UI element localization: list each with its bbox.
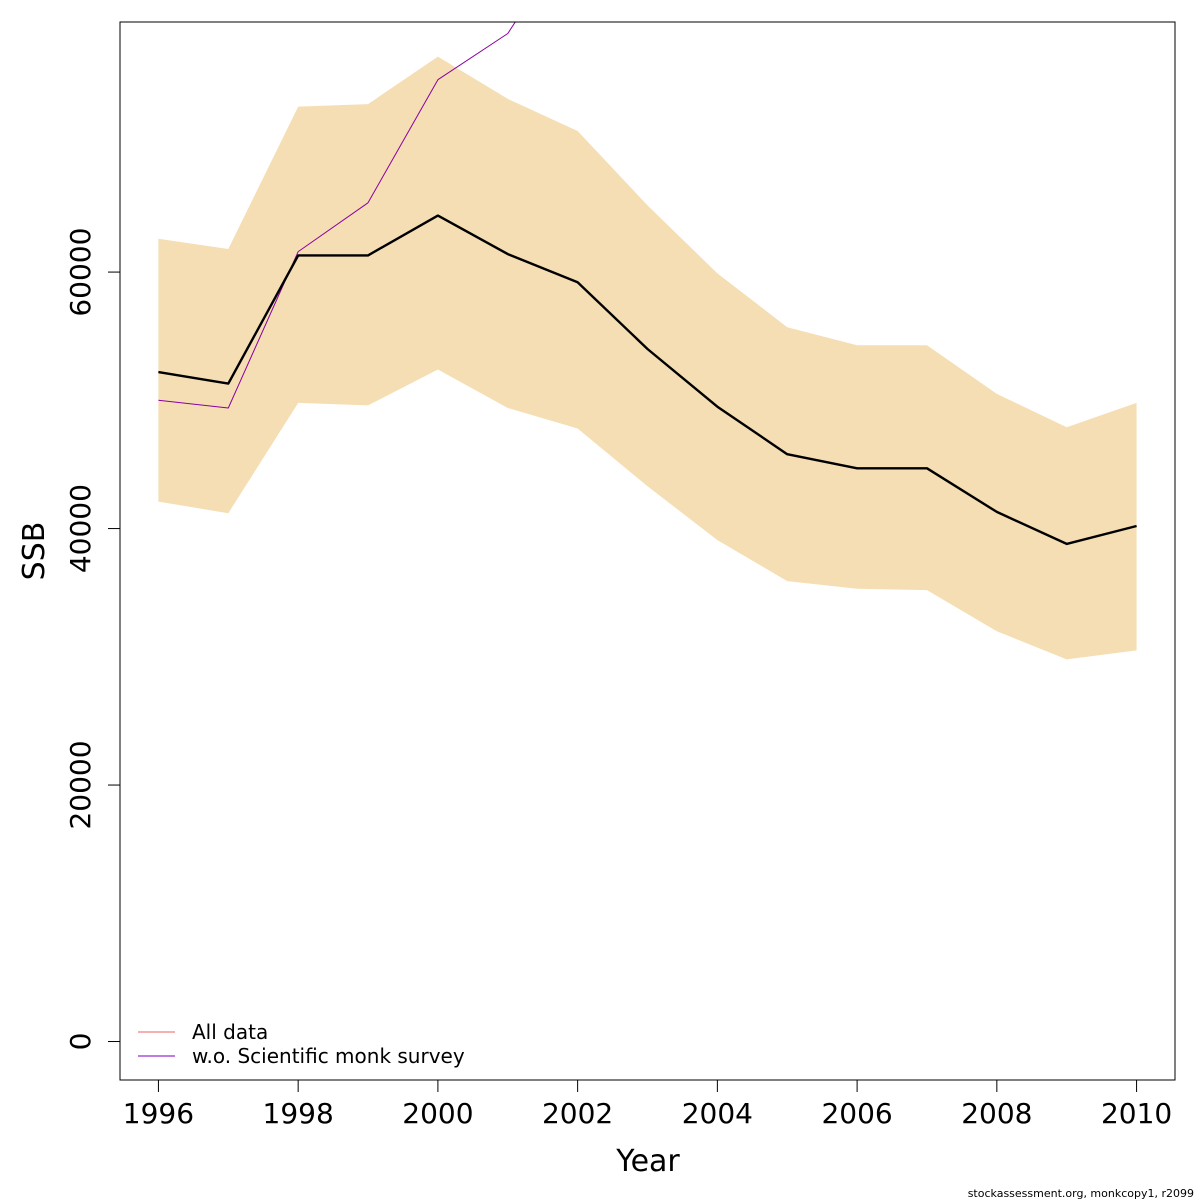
series-line-all-data: [158, 214, 1137, 546]
x-tick-label: 2006: [821, 1097, 892, 1130]
x-tick-label: 2000: [402, 1097, 473, 1130]
credit-text: stockassessment.org, monkcopy1, r2099: [968, 1187, 1194, 1200]
legend-label: w.o. Scientific monk survey: [192, 1044, 465, 1068]
y-tick-label: 20000: [64, 740, 97, 829]
x-tick-label: 1996: [123, 1097, 194, 1130]
x-axis: 1996 1998 2000 2002 2004 2006 2008 2010: [123, 1079, 1172, 1130]
y-axis-title: SSB: [17, 522, 52, 581]
y-tick-label: 0: [64, 1033, 97, 1051]
x-tick-label: 1998: [263, 1097, 334, 1130]
legend-label: All data: [192, 1020, 268, 1044]
confidence-band: [158, 56, 1137, 660]
y-tick-label: 40000: [64, 484, 97, 573]
x-tick-label: 2002: [542, 1097, 613, 1130]
y-tick-label: 60000: [64, 228, 97, 317]
confidence-band-layer: [158, 56, 1137, 660]
x-axis-title: Year: [615, 1144, 680, 1179]
x-tick-label: 2004: [682, 1097, 753, 1130]
y-axis: 0 20000 40000 60000: [64, 228, 121, 1051]
series-lines-layer: [158, 22, 1137, 546]
series-line-w-o-scientific-monk-survey: [158, 22, 516, 409]
x-tick-label: 2010: [1101, 1097, 1172, 1130]
x-tick-label: 2008: [961, 1097, 1032, 1130]
